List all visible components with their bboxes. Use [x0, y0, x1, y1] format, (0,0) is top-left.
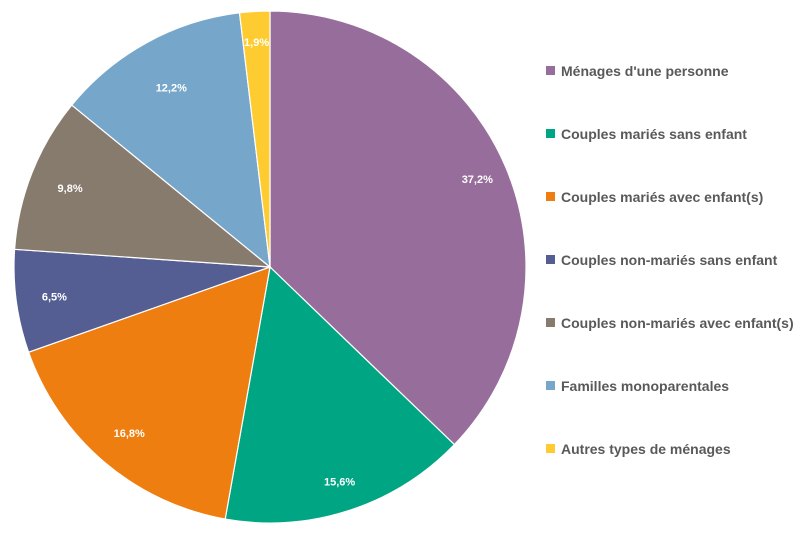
pie-data-labels: 37,2% 15,6% 16,8% 6,5% 9,8% 12,2% 1,9% [42, 37, 493, 488]
legend: Ménages d'une personne Couples mariés san… [546, 63, 794, 457]
legend-label: Couples non-mariés avec enfant(s) [561, 315, 794, 331]
legend-label: Couples non-mariés sans enfant [561, 252, 778, 268]
pie-slice-familles-monoparentales [70, 12, 271, 269]
legend-swatch [546, 192, 555, 201]
legend-label: Familles monoparentales [561, 378, 729, 394]
data-label: 6,5% [42, 291, 67, 303]
data-label: 9,8% [58, 183, 83, 195]
legend-swatch [546, 66, 555, 75]
legend-swatch [546, 318, 555, 327]
data-label: 12,2% [156, 83, 187, 95]
legend-swatch [546, 255, 555, 264]
pie-slice-couples-maries-sans-enfant [224, 265, 456, 524]
data-label: 15,6% [324, 476, 355, 488]
pie-slice-autres-types-de-menages [238, 10, 271, 268]
data-label: 1,9% [244, 37, 269, 49]
pie-slice-menages-d-une-personne [269, 10, 527, 446]
legend-swatch [546, 444, 555, 453]
legend-label: Couples mariés sans enfant [561, 126, 747, 142]
data-label: 16,8% [114, 428, 145, 440]
legend-swatch [546, 129, 555, 138]
legend-label: Autres types de ménages [561, 441, 731, 457]
pie-slice-couples-maries-avec-enfant-s [27, 266, 271, 520]
pie-slice-couples-non-maries-avec-enfant-s [13, 104, 272, 268]
legend-label: Couples mariés avec enfant(s) [561, 189, 763, 205]
pie-slices [13, 10, 527, 524]
data-label: 37,2% [462, 174, 493, 186]
legend-label: Ménages d'une personne [561, 63, 729, 79]
legend-swatch [546, 381, 555, 390]
